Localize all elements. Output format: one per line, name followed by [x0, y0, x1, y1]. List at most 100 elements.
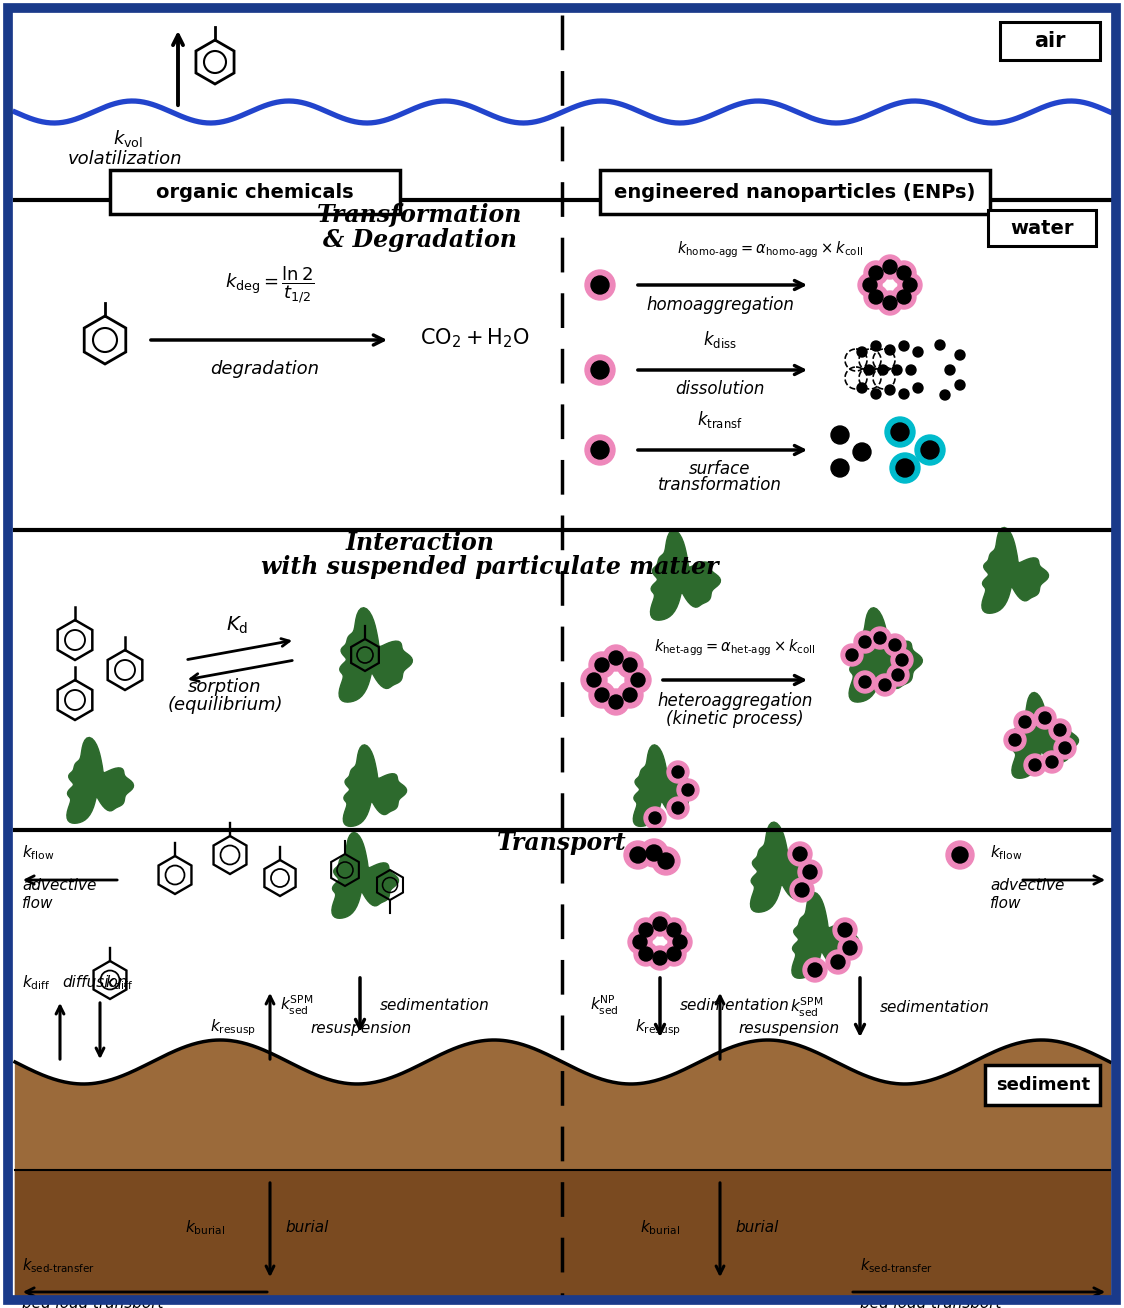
Text: $k_{\rm sed\text{-}transfer}$: $k_{\rm sed\text{-}transfer}$ [22, 1256, 94, 1275]
Text: Transformation: Transformation [317, 203, 523, 228]
FancyBboxPatch shape [985, 1065, 1100, 1105]
Text: Interaction: Interaction [345, 531, 495, 555]
Circle shape [831, 955, 845, 969]
Text: $k_{\rm homo\text{-}agg}=\alpha_{\rm homo\text{-}agg}\times k_{\rm coll}$: $k_{\rm homo\text{-}agg}=\alpha_{\rm hom… [677, 239, 863, 260]
Text: $k_{\rm vol}$: $k_{\rm vol}$ [114, 128, 143, 149]
Circle shape [646, 845, 662, 861]
Circle shape [640, 838, 668, 867]
Circle shape [890, 453, 921, 483]
Circle shape [649, 912, 672, 937]
Circle shape [790, 878, 814, 903]
Text: with suspended particulate matter: with suspended particulate matter [261, 555, 719, 579]
Circle shape [935, 340, 945, 351]
Circle shape [631, 674, 645, 687]
Circle shape [892, 285, 916, 309]
Circle shape [623, 658, 637, 672]
Circle shape [1041, 751, 1063, 773]
Circle shape [906, 365, 916, 375]
Circle shape [892, 668, 904, 681]
Circle shape [803, 865, 817, 879]
Circle shape [581, 667, 607, 693]
Circle shape [1034, 708, 1057, 729]
Text: bed load transport: bed load transport [860, 1296, 1001, 1308]
Circle shape [625, 667, 651, 693]
Circle shape [795, 883, 809, 897]
Circle shape [878, 290, 901, 315]
Text: advective: advective [990, 878, 1064, 893]
Text: degradation: degradation [210, 360, 319, 378]
Circle shape [667, 761, 689, 783]
Circle shape [652, 848, 680, 875]
Text: $\rm CO_2 + H_2O$: $\rm CO_2 + H_2O$ [420, 326, 529, 349]
Circle shape [803, 957, 827, 982]
Circle shape [658, 853, 674, 869]
Circle shape [662, 942, 686, 967]
Circle shape [921, 441, 939, 459]
Circle shape [903, 279, 917, 292]
Polygon shape [982, 527, 1049, 613]
Circle shape [892, 365, 901, 375]
Circle shape [584, 354, 615, 385]
Circle shape [640, 923, 653, 937]
Text: $k_{\rm flow}$: $k_{\rm flow}$ [22, 844, 54, 862]
Circle shape [887, 664, 909, 685]
Circle shape [897, 290, 910, 303]
Circle shape [634, 918, 658, 942]
Circle shape [915, 436, 945, 466]
Circle shape [863, 279, 877, 292]
Polygon shape [651, 530, 720, 620]
Circle shape [1054, 736, 1076, 759]
Text: sediment: sediment [996, 1076, 1090, 1093]
Text: burial: burial [735, 1220, 779, 1236]
Circle shape [677, 780, 699, 800]
Circle shape [885, 345, 895, 354]
Circle shape [913, 383, 923, 392]
Circle shape [946, 841, 975, 869]
Text: $k_{\rm resusp}$: $k_{\rm resusp}$ [635, 1018, 681, 1039]
Text: $k_{\rm deg}=\dfrac{\ln 2}{t_{1/2}}$: $k_{\rm deg}=\dfrac{\ln 2}{t_{1/2}}$ [225, 264, 315, 306]
Polygon shape [633, 744, 697, 827]
Polygon shape [849, 608, 923, 702]
Text: Transport: Transport [497, 831, 627, 855]
Text: sorption: sorption [188, 678, 262, 696]
Circle shape [644, 807, 667, 829]
Circle shape [955, 351, 966, 360]
Circle shape [846, 649, 858, 661]
Circle shape [808, 963, 822, 977]
Circle shape [617, 651, 643, 678]
Text: engineered nanoparticles (ENPs): engineered nanoparticles (ENPs) [615, 183, 976, 203]
Text: (equilibrium): (equilibrium) [167, 696, 283, 714]
Circle shape [649, 812, 661, 824]
Text: transformation: transformation [658, 476, 782, 494]
Text: sedimentation: sedimentation [680, 998, 790, 1012]
Circle shape [854, 630, 876, 653]
FancyBboxPatch shape [1000, 22, 1100, 60]
Polygon shape [339, 608, 413, 702]
Circle shape [623, 688, 637, 702]
Circle shape [883, 260, 897, 273]
Circle shape [853, 443, 871, 460]
Circle shape [662, 918, 686, 942]
Circle shape [1004, 729, 1026, 751]
Circle shape [1049, 719, 1071, 742]
Text: $k_{\rm het\text{-}agg}=\alpha_{\rm het\text{-}agg}\times k_{\rm coll}$: $k_{\rm het\text{-}agg}=\alpha_{\rm het\… [654, 637, 816, 658]
Circle shape [788, 842, 812, 866]
Text: sedimentation: sedimentation [380, 998, 490, 1012]
Circle shape [634, 942, 658, 967]
Circle shape [945, 365, 955, 375]
Circle shape [885, 417, 915, 447]
Circle shape [859, 676, 871, 688]
Circle shape [1059, 742, 1071, 753]
Circle shape [879, 679, 891, 691]
Text: $k_{\rm flow}$: $k_{\rm flow}$ [990, 844, 1023, 862]
Circle shape [891, 422, 909, 441]
FancyBboxPatch shape [110, 170, 400, 215]
Circle shape [869, 290, 883, 303]
Text: $k_{\rm diff}$: $k_{\rm diff}$ [22, 973, 51, 991]
Text: $k_{\rm sed}^{\rm SPM}$: $k_{\rm sed}^{\rm SPM}$ [280, 993, 314, 1016]
Circle shape [595, 688, 609, 702]
Circle shape [591, 441, 609, 459]
Circle shape [682, 783, 694, 797]
FancyBboxPatch shape [600, 170, 990, 215]
Text: $K_{\rm d}$: $K_{\rm d}$ [226, 615, 248, 636]
